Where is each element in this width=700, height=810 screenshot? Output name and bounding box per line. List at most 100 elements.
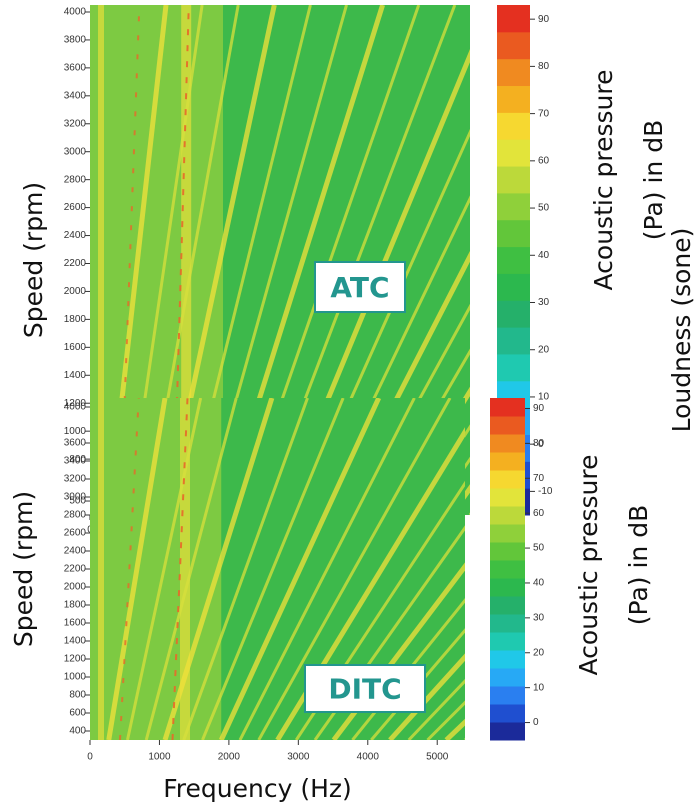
order-line [411,424,470,515]
side-label: Loudness (sone) [667,228,696,433]
x-tick-label: 0 [87,752,93,763]
y-tick-label: 2400 [64,230,87,241]
y-tick-label: 4000 [64,7,87,18]
y-tick-label: 3000 [64,146,87,157]
spectrogram-band [181,5,192,515]
colorbar-tick-label: 80 [538,61,550,72]
y-tick-label: 2200 [64,564,87,575]
y-tick-label: 800 [69,690,86,701]
colorbar-tick-label: 40 [533,578,545,589]
y-tick-label: 3200 [64,474,87,485]
spectrogram-band [98,398,104,740]
y-tick-label: 2800 [64,174,87,185]
colorbar-band [497,139,530,167]
order-line [201,398,345,740]
colorbar-label: (Pa) in dB [639,120,668,240]
colorbar-tick-label: 20 [538,344,550,355]
colorbar-band [490,596,525,615]
y-tick-label: 1600 [64,342,87,353]
colorbar-band [497,58,530,87]
colorbar-band [490,578,525,597]
colorbar-label: (Pa) in dB [624,505,653,625]
colorbar-band [497,273,530,301]
colorbar-label: Acoustic pressure [574,455,603,676]
colorbar-band [490,506,525,525]
annotation-box [314,261,406,313]
x-tick-label: 3000 [287,752,310,763]
y-tick-label: 1000 [64,426,87,437]
y-tick-label: 2400 [64,546,87,557]
y-tick-label: 3000 [64,492,87,503]
y-tick-label: 1200 [64,398,87,409]
order-line [182,398,309,740]
colorbar-band [490,560,525,579]
y-tick-label: 800 [69,454,86,465]
x-tick-label: 2000 [218,752,241,763]
colorbar-tick-label: 90 [533,403,545,414]
colorbar-band [490,614,525,633]
y-tick-label: 3800 [64,35,87,46]
order-line [388,653,465,740]
colorbar-band [497,85,530,113]
y-tick-label: 2800 [64,510,87,521]
y-tick-label: 1800 [64,314,87,325]
y-tick-label: 1000 [64,672,87,683]
colorbar-band [497,31,530,60]
colorbar-band [497,353,530,382]
colorbar-band [497,327,530,355]
colorbar-tick-label: 30 [538,297,550,308]
colorbar-tick-label: 50 [533,543,545,554]
colorbar-band [490,668,525,687]
y-tick-label: 3400 [64,456,87,467]
order-line [119,398,140,740]
colorbar-tick-label: -10 [538,486,553,497]
colorbar-band [490,704,525,723]
y-tick-label: 3200 [64,118,87,129]
y-tick-label: 500 [69,496,86,507]
y-tick-label: 4000 [64,402,87,413]
colorbar-band [497,192,530,221]
y-axis-label: Speed (rpm) [19,182,48,338]
colorbar-band [490,650,525,669]
x-tick-label: 1000 [148,752,171,763]
colorbar-band [497,300,530,328]
colorbar-tick-label: 10 [538,392,550,403]
y-tick-label: 1400 [64,370,87,381]
colorbar-tick-label: 0 [538,439,544,450]
annotation-box [304,664,426,713]
order-line [257,398,452,740]
order-line [144,398,238,740]
annotation: DITC [328,673,401,706]
colorbar-tick-label: 80 [533,438,545,449]
order-line [126,398,203,740]
y-tick-label: 1800 [64,600,87,611]
colorbar-tick-label: 50 [538,203,550,214]
order-line [430,456,470,515]
colorbar-band [490,686,525,705]
colorbar-band [490,524,525,543]
colorbar-band [497,112,530,140]
colorbar-label: Acoustic pressure [589,70,618,291]
colorbar-tick-label: 10 [533,682,545,693]
colorbar-band [490,434,525,453]
order-line [162,398,275,740]
colorbar-tick-label: 60 [538,155,550,166]
y-tick-label: 400 [69,726,86,737]
x-tick-label: 4000 [357,752,380,763]
y-tick-label: 3600 [64,63,87,74]
annotation: ATC [330,271,389,304]
colorbar-tick-label: 70 [538,108,550,119]
colorbar-tick-label: 20 [533,647,545,658]
x-tick-label: 5000 [426,752,449,763]
colorbar-band [490,470,525,489]
y-tick-label: 1400 [64,636,87,647]
y-tick-label: 2200 [64,258,87,269]
y-tick-label: 2600 [64,528,87,539]
y-tick-label: 2000 [64,286,87,297]
colorbar-band [497,219,530,248]
colorbar-tick-label: 30 [533,612,545,623]
colorbar-band [490,542,525,561]
y-tick-label: 3600 [64,438,87,449]
order-line [238,398,416,740]
